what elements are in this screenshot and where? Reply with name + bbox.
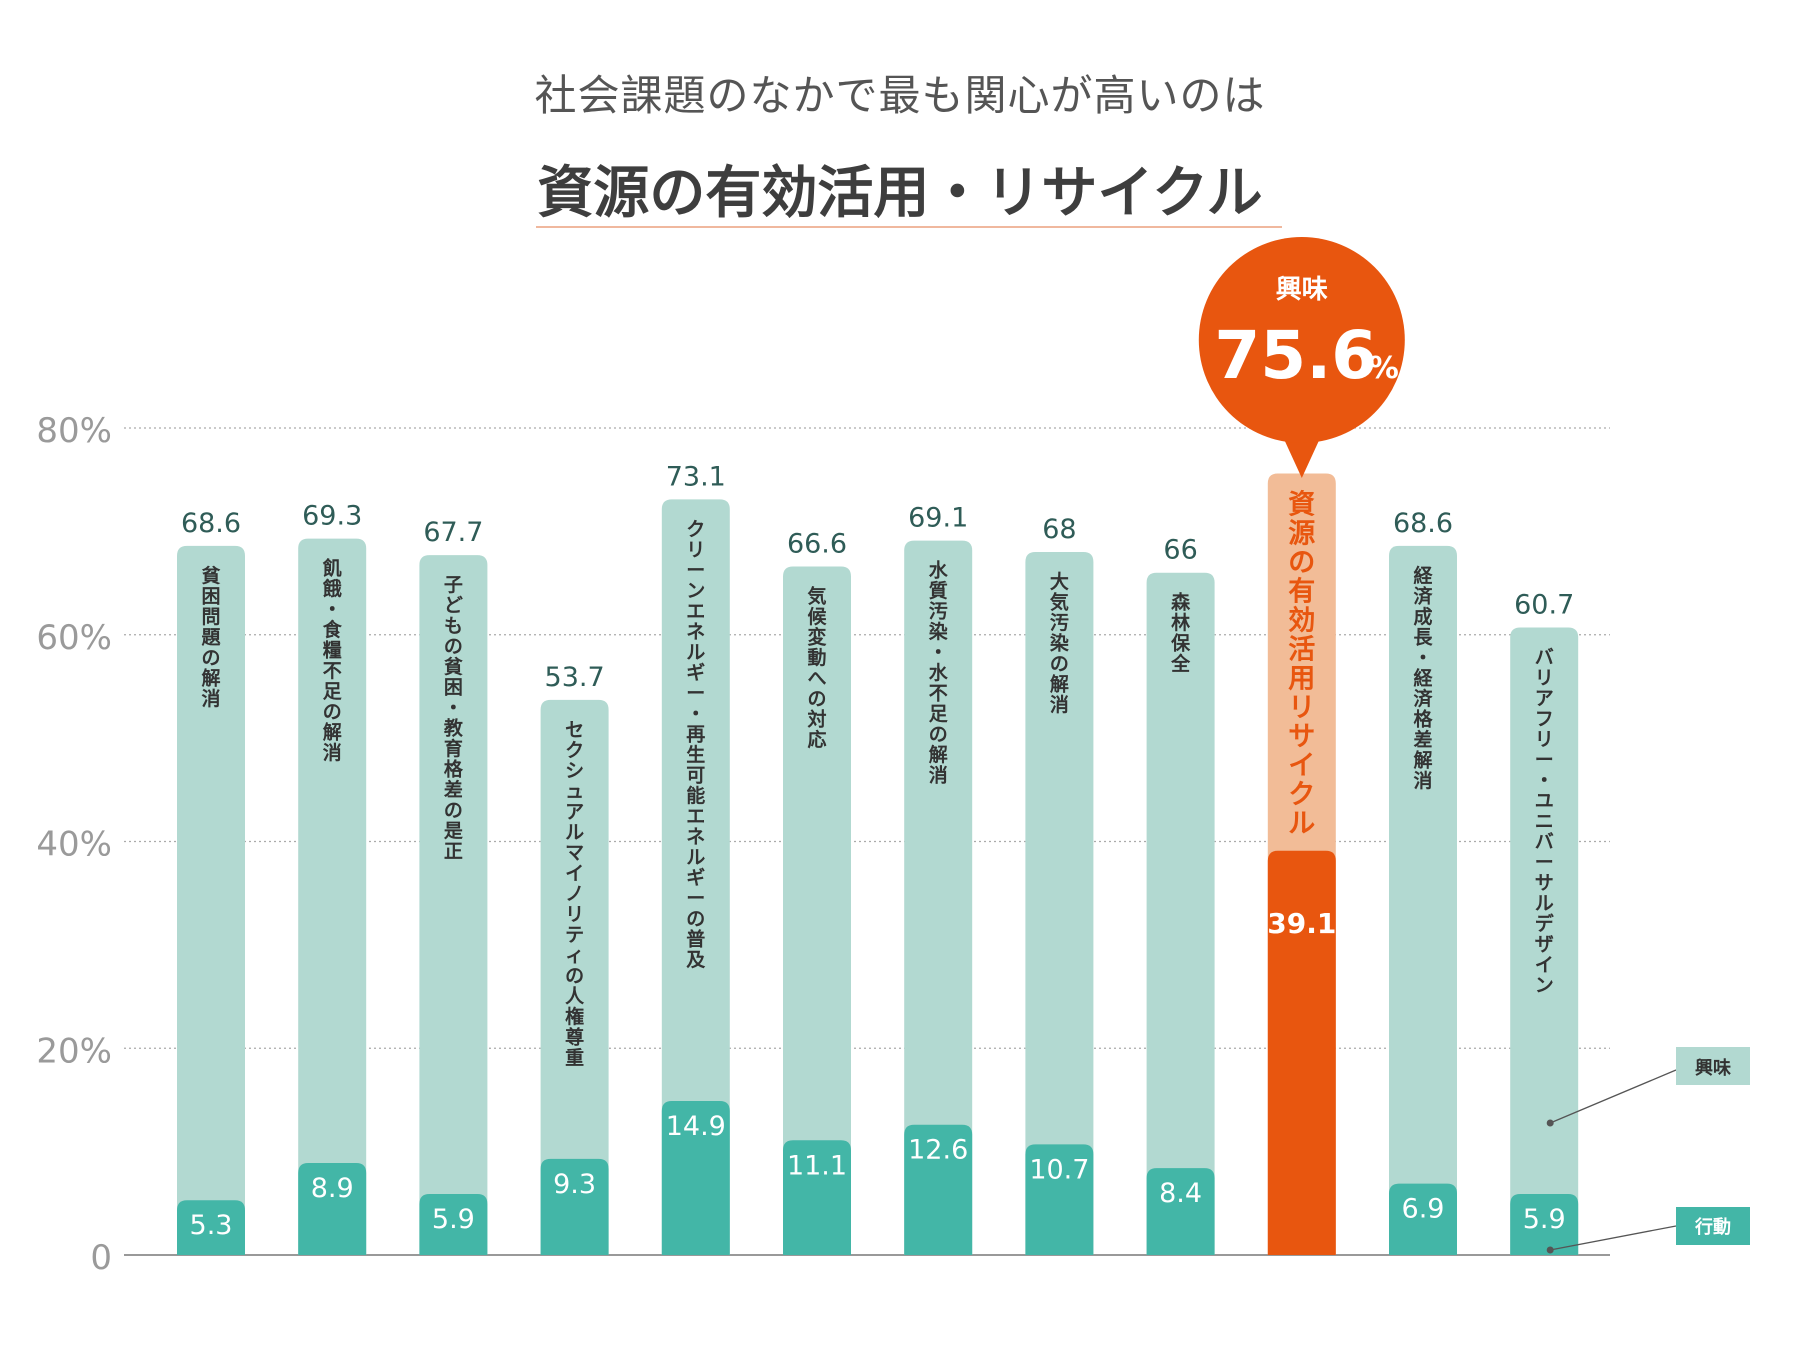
action-value-label: 9.3 <box>553 1169 596 1200</box>
category-label: 気候変動への対応 <box>806 585 827 752</box>
interest-value-label: 60.7 <box>1514 590 1574 621</box>
legend-leader-dot <box>1546 1119 1554 1127</box>
callout-unit: % <box>1369 351 1399 386</box>
action-bar <box>177 1200 245 1255</box>
callout-label: 興味 <box>1276 275 1328 305</box>
action-bar <box>783 1140 851 1255</box>
action-bar <box>1510 1194 1579 1255</box>
interest-bar <box>419 555 488 1255</box>
action-bar <box>540 1158 609 1255</box>
interest-value-label: 67.7 <box>423 517 483 548</box>
action-value-label: 8.9 <box>311 1173 354 1204</box>
chart-subtitle: 社会課題のなかで最も関心が高いのは <box>534 71 1266 120</box>
legend-leader-line <box>1550 1225 1677 1251</box>
action-bar <box>298 1162 367 1255</box>
category-label: 大気汚染の解消 <box>1050 570 1069 716</box>
category-label: 水質汚染・水不足の解消 <box>929 560 949 787</box>
legend-leader-dot <box>1546 1246 1554 1254</box>
action-value-label: 39.1 <box>1267 907 1336 940</box>
action-bar <box>1025 1144 1094 1255</box>
interest-bar <box>783 566 851 1255</box>
interest-value-label: 66.6 <box>787 529 847 560</box>
category-label: 森林保全 <box>1170 591 1191 676</box>
action-value-label: 11.1 <box>787 1150 847 1181</box>
category-label: バリアフリー・ユニバーサルデザイン <box>1535 647 1555 997</box>
y-tick-label: 40% <box>36 825 112 865</box>
interest-value-label: 69.1 <box>908 503 968 534</box>
interest-bar <box>177 545 245 1255</box>
category-label: 飢餓・食糧不足の解消 <box>322 557 343 765</box>
interest-bar <box>1025 552 1094 1255</box>
interest-value-label: 68.6 <box>181 508 241 539</box>
interest-bar <box>1146 572 1215 1255</box>
category-label: セクシュアルマイノリティの人権尊重 <box>565 719 585 1069</box>
legend-leader-line <box>1549 1069 1677 1124</box>
interest-bar <box>661 499 730 1255</box>
action-bar <box>419 1194 488 1255</box>
action-value-label: 5.3 <box>190 1210 233 1241</box>
category-label: 経済成長・経済格差解消 <box>1413 564 1433 792</box>
y-tick-label: 80% <box>36 411 112 451</box>
title-underline <box>536 226 1282 228</box>
action-value-label: 5.9 <box>432 1204 475 1235</box>
interest-value-label: 73.1 <box>666 461 726 492</box>
y-tick-label: 0 <box>90 1238 112 1278</box>
category-label: 子どもの貧困・教育格差の是正 <box>444 574 464 863</box>
interest-bar <box>1510 627 1579 1255</box>
action-bar <box>661 1100 730 1255</box>
interest-bar <box>1389 545 1457 1255</box>
interest-value-label: 69.3 <box>302 501 362 532</box>
interest-value-label: 68.6 <box>1393 508 1453 539</box>
action-bar <box>1389 1183 1457 1255</box>
action-value-label: 14.9 <box>666 1111 726 1142</box>
action-value-label: 8.4 <box>1159 1178 1202 1209</box>
action-bar <box>1146 1168 1215 1255</box>
legend-interest-label: 興味 <box>1695 1057 1731 1079</box>
interest-value-label: 66 <box>1163 535 1197 566</box>
interest-bar <box>540 699 609 1255</box>
legend-action-swatch <box>1676 1207 1750 1245</box>
category-label: クリーンエネルギー・再生可能エネルギーの普及 <box>686 518 706 971</box>
action-value-label: 12.6 <box>908 1135 968 1166</box>
interest-value-label: 68 <box>1042 514 1076 545</box>
callout-bubble <box>1198 237 1405 443</box>
legend-interest-swatch <box>1676 1047 1750 1085</box>
interest-bar <box>298 538 367 1255</box>
interest-value-label: 53.7 <box>545 662 605 693</box>
category-label: 貧困問題の解消 <box>201 564 221 710</box>
action-value-label: 6.9 <box>1402 1194 1445 1225</box>
action-bar <box>1267 850 1336 1255</box>
action-value-label: 10.7 <box>1029 1154 1089 1185</box>
callout-value: 75.6 <box>1214 317 1377 394</box>
category-label: 資源の有効活用リサイクル <box>1288 489 1315 839</box>
action-bar <box>904 1124 973 1255</box>
y-tick-label: 20% <box>36 1031 112 1071</box>
legend-action-label: 行動 <box>1694 1216 1731 1238</box>
interest-bar <box>904 540 973 1255</box>
chart-title: 資源の有効活用・リサイクル <box>537 161 1263 226</box>
y-tick-label: 60% <box>36 618 112 658</box>
action-value-label: 5.9 <box>1523 1204 1566 1235</box>
